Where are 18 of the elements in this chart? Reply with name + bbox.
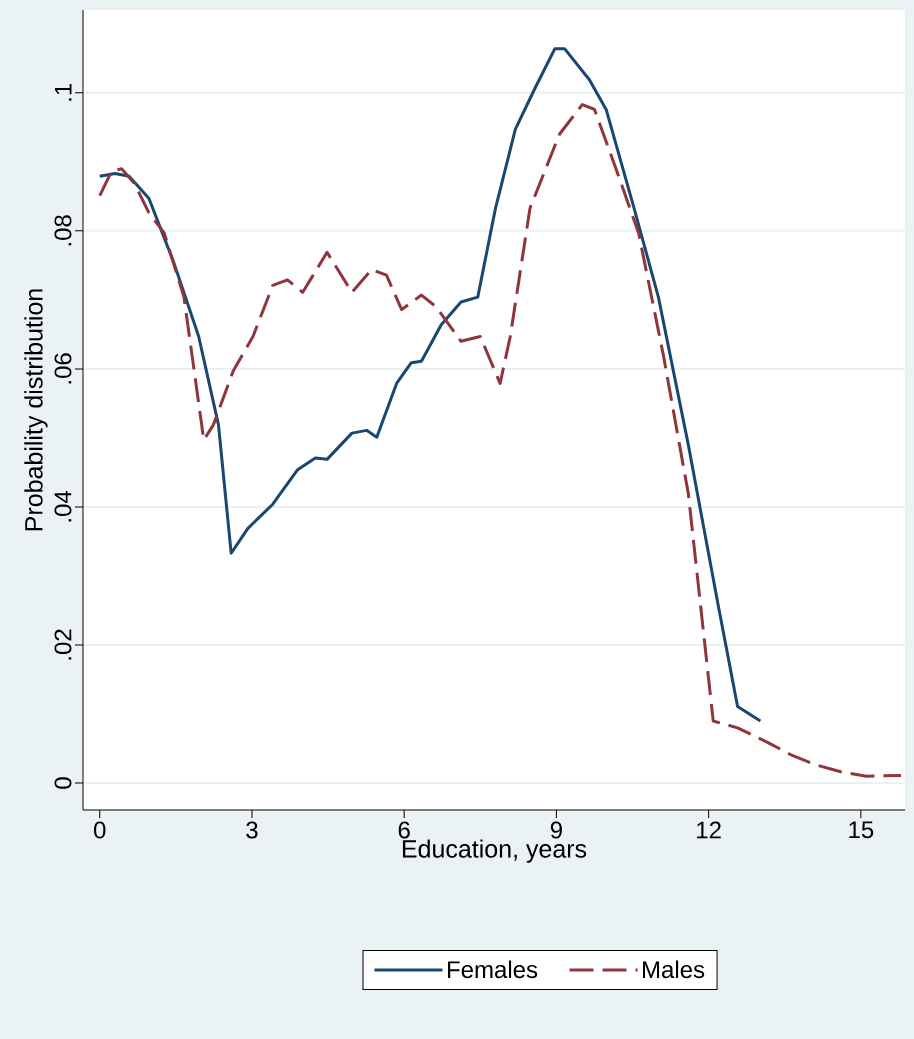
line-series [98,47,762,723]
x-tick-label: 15 [849,821,874,839]
x-tick-label: 12 [697,821,721,839]
line-series [98,103,903,778]
x-axis-title: Education, years [402,839,587,863]
y-tick-label: .06 [54,353,72,384]
legend-label: Females [447,960,538,979]
y-tick-label: .04 [54,491,72,522]
x-tick-label: 0 [94,821,106,839]
y-tick-label: .08 [54,215,72,246]
y-tick-label: .1 [54,83,72,101]
y-tick-label: 0 [54,777,72,789]
legend-label: Males [643,960,705,979]
y-tick-label: .02 [54,629,72,660]
x-tick-label: 9 [550,821,562,839]
x-tick-label: 6 [398,821,410,839]
y-axis-title: Probability distribution [24,289,48,531]
x-tick-label: 3 [246,821,258,839]
